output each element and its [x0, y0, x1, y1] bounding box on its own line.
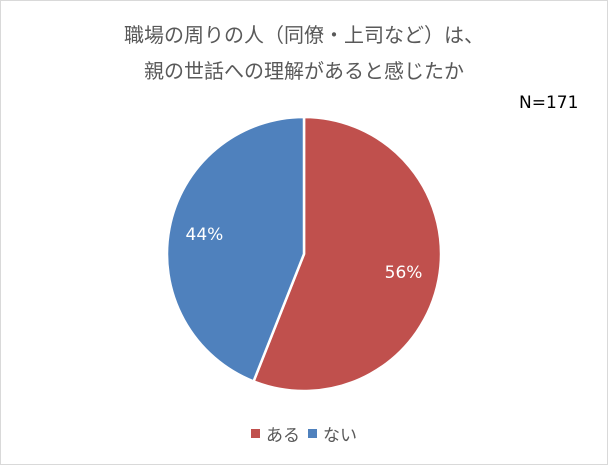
slice-aru: [251, 115, 443, 393]
legend: ある ない: [0, 421, 608, 446]
legend-swatch-aru: [251, 429, 260, 438]
data-label-aru: 56%: [385, 263, 423, 283]
slice-nai: [165, 115, 306, 384]
data-label-nai: 44%: [186, 225, 224, 245]
legend-swatch-nai: [308, 429, 317, 438]
legend-label-aru: ある: [266, 426, 300, 446]
legend-label-nai: ない: [323, 426, 357, 446]
legend-item-nai: ない: [308, 421, 357, 446]
chart-title: 職場の周りの人（同僚・上司など）は、: [124, 23, 484, 47]
legend-item-aru: ある: [251, 421, 300, 446]
sample-size-label: N=171: [519, 93, 579, 113]
chart-subtitle: 親の世話への理解があると感じたか: [144, 59, 464, 83]
